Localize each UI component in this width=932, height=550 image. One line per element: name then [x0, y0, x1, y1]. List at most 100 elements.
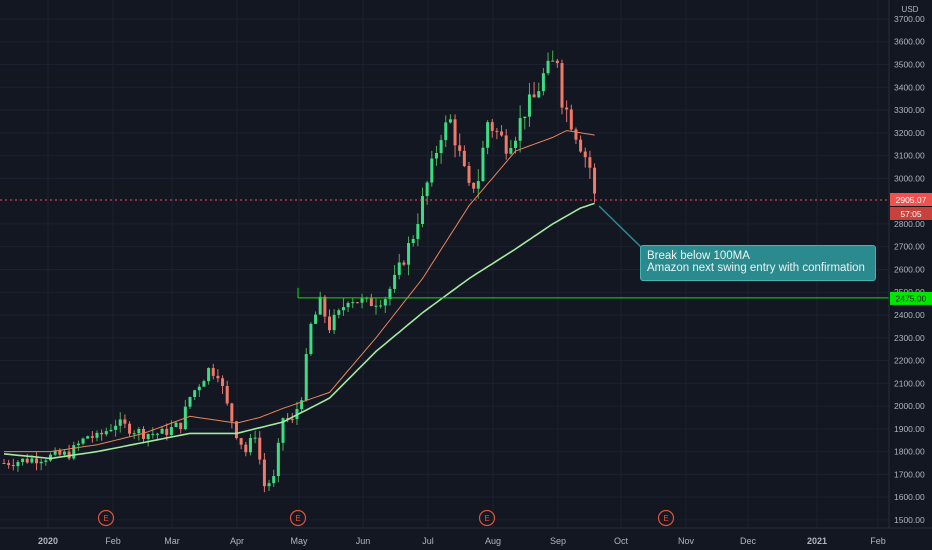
candle-body: [318, 296, 322, 315]
y-tick-label: 3300.00: [894, 105, 925, 115]
y-tick-label: 1900.00: [894, 424, 925, 434]
candle-body: [407, 243, 411, 265]
candle-body: [500, 131, 504, 136]
candle-body: [300, 400, 304, 410]
candle-body: [30, 458, 34, 463]
candle-body: [62, 451, 66, 455]
y-tick-label: 1600.00: [894, 492, 925, 502]
x-tick-label: 2021: [807, 536, 827, 546]
earnings-marker-label: E: [484, 514, 489, 523]
last-price-tag: [890, 192, 932, 206]
candle-body: [262, 459, 266, 487]
x-tick-label: Nov: [678, 536, 695, 546]
candle-body: [565, 107, 569, 110]
candle-body: [332, 314, 336, 331]
x-tick-label: Oct: [614, 536, 629, 546]
earnings-marker-label: E: [663, 514, 668, 523]
candle-body: [314, 314, 318, 324]
earnings-marker[interactable]: [478, 509, 496, 527]
candle-body: [560, 63, 564, 108]
candle-body: [574, 129, 578, 140]
annotation-line-1: Break below 100MA: [647, 250, 750, 262]
earnings-marker[interactable]: [97, 509, 115, 527]
candle-body: [481, 147, 485, 182]
candle-body: [476, 181, 480, 189]
candle-body: [593, 167, 597, 194]
x-tick-label: Feb: [105, 536, 121, 546]
candle-body: [123, 419, 127, 424]
earnings-marker[interactable]: [289, 509, 307, 527]
candle-body: [397, 262, 401, 275]
y-tick-label: 2200.00: [894, 356, 925, 366]
candle-body: [137, 428, 141, 434]
moving-average-line: [4, 130, 595, 453]
countdown-tag: [890, 206, 932, 220]
candle-body: [504, 135, 508, 154]
x-tick-label: Mar: [164, 536, 180, 546]
candle-body: [388, 288, 392, 300]
candle-body: [35, 458, 39, 464]
x-tick-label: Dec: [740, 536, 757, 546]
y-tick-label: 2400.00: [894, 310, 925, 320]
price-levels: [0, 199, 889, 299]
candle-body: [439, 140, 443, 153]
time-axis[interactable]: [0, 528, 932, 550]
currency-label: USD: [902, 5, 919, 14]
candle-body: [151, 433, 155, 435]
y-tick-label: 3700.00: [894, 14, 925, 24]
candle-body: [155, 433, 159, 435]
candle-body: [472, 182, 476, 189]
candle-body: [128, 423, 132, 434]
candle-body: [267, 483, 271, 487]
candle-body: [360, 298, 364, 303]
candle-body: [11, 465, 15, 467]
earnings-marker-label: E: [103, 514, 108, 523]
candle-body: [509, 147, 513, 154]
candle-body: [281, 418, 285, 443]
candle-body: [25, 458, 29, 463]
candle-body: [490, 122, 494, 131]
candle-body: [104, 431, 108, 435]
x-tick-label: 2020: [38, 536, 58, 546]
candle-body: [207, 368, 211, 382]
candle-body: [323, 296, 327, 317]
candle-body: [583, 151, 587, 158]
candle-body: [165, 428, 169, 436]
candle-body: [341, 307, 345, 311]
candle-body: [225, 386, 229, 404]
candle-body: [21, 458, 25, 462]
candle-body: [7, 463, 11, 466]
candle-body: [230, 403, 234, 422]
candle-body: [53, 450, 57, 455]
candle-body: [16, 461, 20, 467]
candle-body: [174, 422, 178, 428]
candle-body: [569, 109, 573, 130]
candle-body: [146, 434, 150, 439]
y-tick-label: 2300.00: [894, 333, 925, 343]
candle-body: [202, 381, 206, 387]
earnings-marker[interactable]: [657, 509, 675, 527]
x-tick-label: Feb: [870, 536, 886, 546]
price-axis[interactable]: [889, 0, 932, 528]
candle-body: [551, 60, 555, 62]
candle-body: [374, 305, 378, 307]
y-tick-label: 1500.00: [894, 515, 925, 525]
candle-body: [86, 436, 90, 439]
callout-pointer: [598, 205, 643, 249]
candle-body: [434, 152, 438, 159]
candle-body: [369, 297, 373, 306]
y-tick-label: 1800.00: [894, 447, 925, 457]
y-tick-label: 2000.00: [894, 401, 925, 411]
candle-body: [304, 354, 308, 401]
annotation-callout[interactable]: Break below 100MA Amazon next swing entr…: [640, 245, 876, 281]
candle-body: [541, 73, 545, 92]
candle-body: [272, 476, 276, 484]
candle-body: [495, 130, 499, 132]
annotation-line-2: Amazon next swing entry with confirmatio…: [647, 262, 865, 274]
candle-body: [286, 418, 290, 420]
candle-body: [379, 305, 383, 307]
x-tick-label: Apr: [230, 536, 244, 546]
candle-body: [90, 436, 94, 438]
candle-body: [114, 425, 118, 430]
